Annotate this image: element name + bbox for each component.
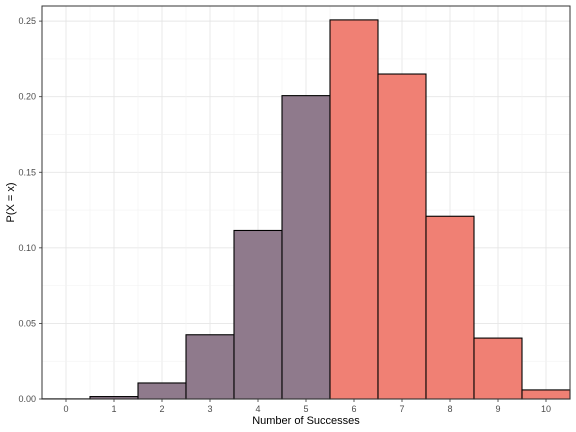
- y-tick-label: 0.20: [18, 92, 36, 102]
- bar-5: [281, 95, 331, 400]
- y-tick-label: 0.10: [18, 243, 36, 253]
- x-tick-label: 7: [399, 404, 404, 414]
- y-tick-label: 0.25: [18, 16, 36, 26]
- x-tick-label: 1: [111, 404, 116, 414]
- bar-2: [137, 382, 187, 400]
- x-tick-label: 6: [351, 404, 356, 414]
- x-tick-label: 3: [207, 404, 212, 414]
- y-tick-label: 0.00: [18, 394, 36, 404]
- y-axis-title: P(X = x): [5, 182, 17, 222]
- x-tick-label: 5: [303, 404, 308, 414]
- y-tick-label: 0.15: [18, 167, 36, 177]
- x-tick-label: 0: [63, 404, 68, 414]
- bar-3: [185, 334, 235, 400]
- y-axis-ticks: 0.00 0.05 0.10 0.15 0.20 0.25: [18, 16, 42, 404]
- bar-6: [329, 19, 379, 400]
- bar-8: [425, 215, 475, 400]
- bar-7: [377, 73, 427, 400]
- bar-10: [521, 389, 571, 400]
- bars: [41, 19, 571, 400]
- bar-9: [473, 337, 523, 400]
- x-tick-label: 10: [541, 404, 551, 414]
- x-tick-label: 2: [159, 404, 164, 414]
- x-tick-label: 9: [495, 404, 500, 414]
- x-tick-label: 4: [255, 404, 260, 414]
- x-axis-ticks: 0 1 2 3 4 5 6 7 8 9 10: [63, 399, 551, 414]
- x-axis-title: Number of Successes: [252, 415, 360, 427]
- y-tick-label: 0.05: [18, 318, 36, 328]
- bar-4: [233, 229, 283, 400]
- x-tick-label: 8: [447, 404, 452, 414]
